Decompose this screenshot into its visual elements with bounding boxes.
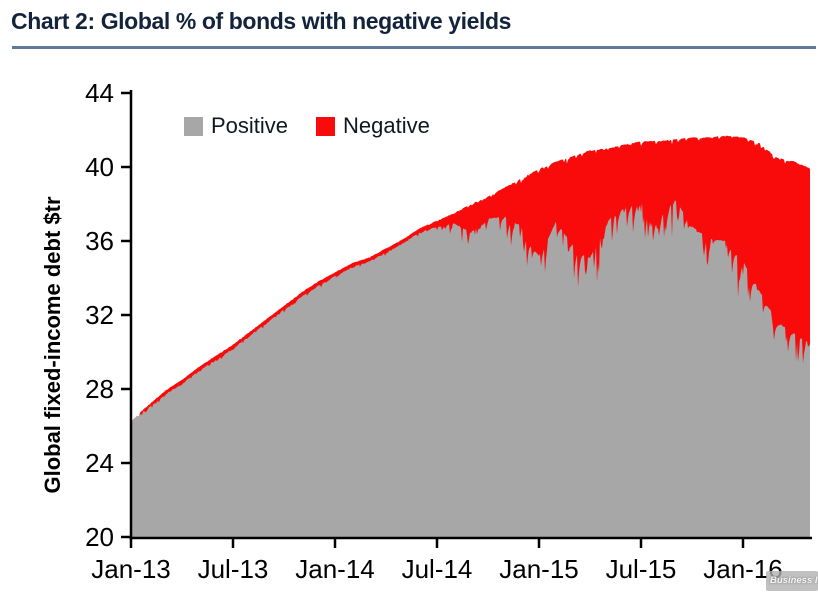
legend-swatch-positive [184,116,203,136]
chart-title: Chart 2: Global % of bonds with negative… [11,8,512,34]
y-tick-label: 36 [85,226,114,256]
watermark: Business I [766,571,818,591]
y-tick-label: 32 [85,300,114,330]
legend-label-positive: Positive [211,113,289,138]
x-tick-label: Jan-13 [91,554,171,584]
legend-label-negative: Negative [343,113,430,138]
legend: Positive Negative [184,115,458,137]
y-tick-label: 28 [85,374,114,404]
positive-area [131,200,810,538]
x-tick-label: Jan-15 [499,554,579,584]
y-tick-label: 40 [85,152,114,182]
x-tick-label: Jan-14 [295,554,375,584]
x-tick-label: Jul-14 [402,554,473,584]
x-tick-label: Jul-15 [606,554,677,584]
x-tick-label: Jul-13 [198,554,269,584]
title-rule [12,46,816,49]
legend-swatch-negative [316,116,336,136]
y-tick-label: 44 [85,78,114,108]
y-tick-label: 24 [85,448,114,478]
y-tick-label: 20 [85,522,114,552]
